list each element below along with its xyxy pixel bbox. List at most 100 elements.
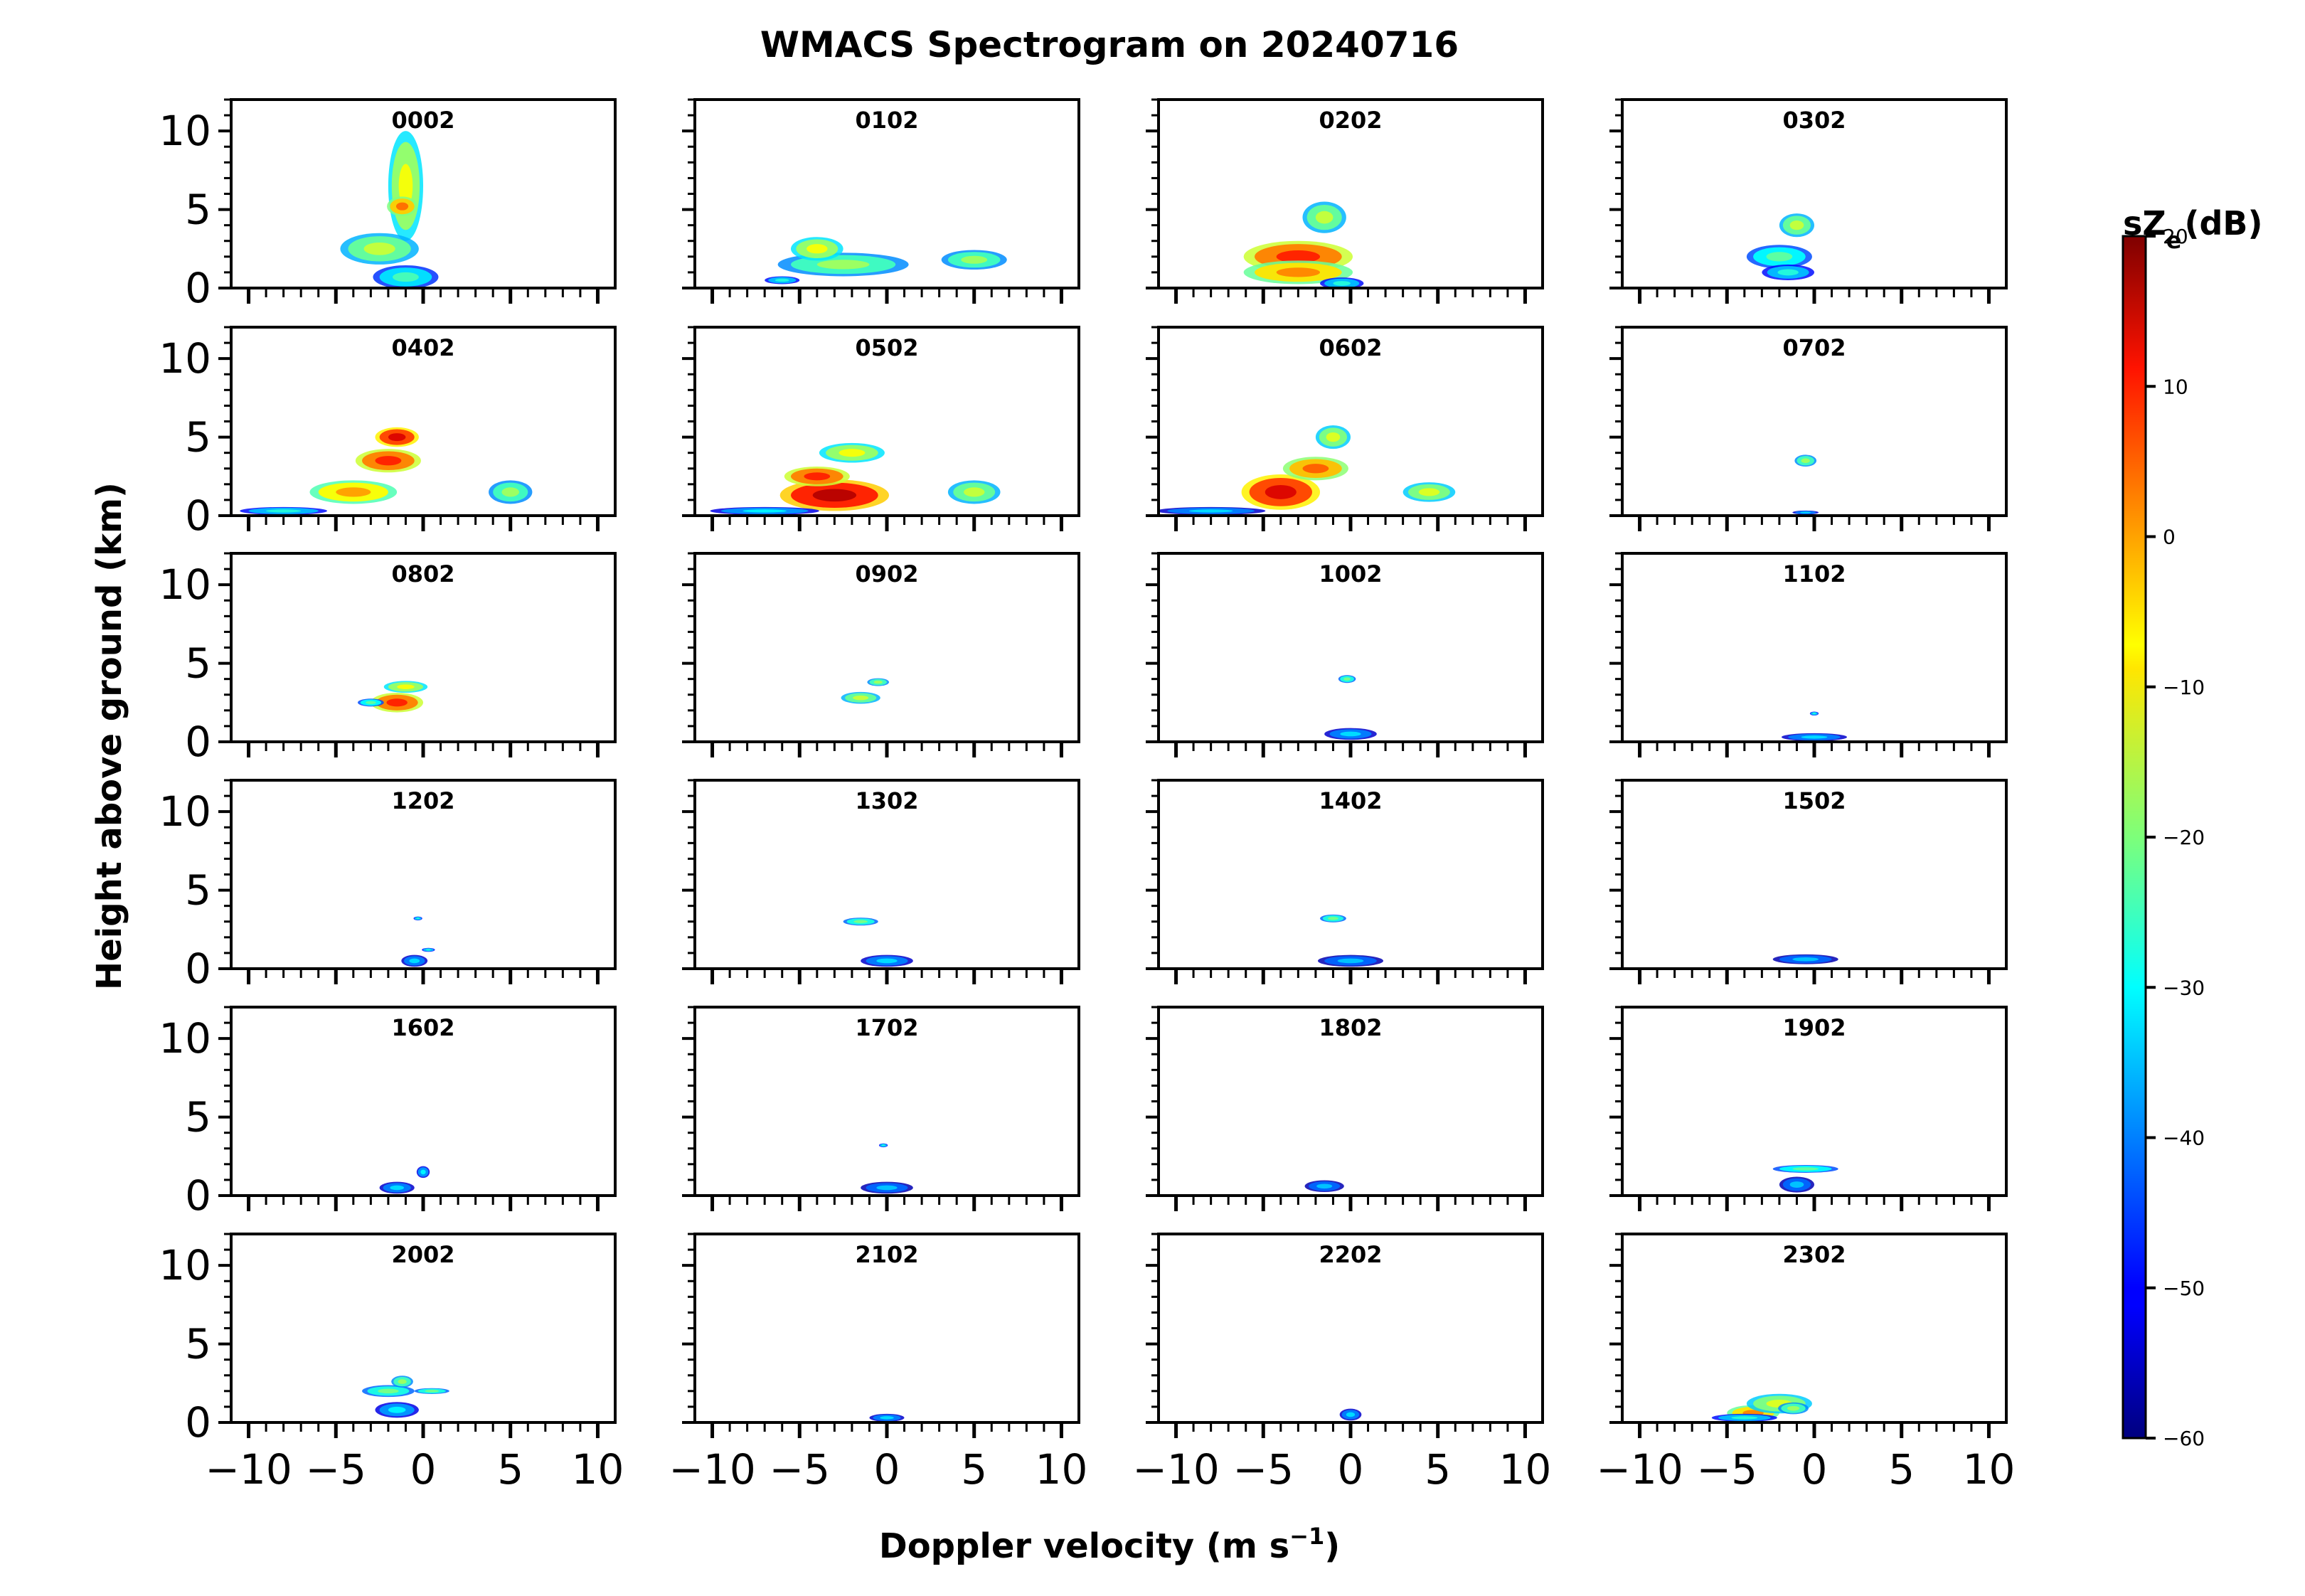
- echo-blob-core: [1801, 458, 1810, 464]
- panel-echo-data: [357, 681, 428, 713]
- panel-1402: 1402: [1146, 779, 1544, 984]
- panel-time-label: 1302: [855, 787, 918, 814]
- echo-blob-core: [1731, 1416, 1758, 1420]
- panel-echo-data: [1159, 425, 1456, 515]
- panel-2102: 2102 −10 −5 0 5 10: [669, 1233, 1087, 1494]
- echo-blob-core: [1333, 281, 1351, 286]
- panel-1602: 1602 0 5 10: [159, 1006, 617, 1220]
- echo-blob-core: [1340, 731, 1361, 737]
- y-tick-label: 5: [185, 413, 211, 462]
- echo-blob-core: [964, 487, 985, 497]
- y-tick-label: 0: [185, 491, 211, 540]
- panel-time-label: 2202: [1319, 1241, 1382, 1268]
- echo-blob-core: [395, 202, 409, 211]
- echo-blob-core: [807, 244, 828, 254]
- x-tick-label: 10: [1499, 1445, 1552, 1494]
- x-tick-label: 0: [410, 1445, 437, 1494]
- y-tick-label: 5: [185, 1320, 211, 1368]
- panel-time-label: 1702: [855, 1014, 918, 1041]
- echo-blob-core: [397, 684, 415, 690]
- panel-echo-data: [401, 916, 435, 967]
- colorbar-tick-label: −20: [2163, 826, 2205, 849]
- panel-echo-data: [1339, 1408, 1362, 1421]
- panel-time-label: 1902: [1782, 1014, 1846, 1041]
- colorbar-tick-label: −10: [2163, 676, 2205, 699]
- panel-1702: 1702: [682, 1006, 1080, 1211]
- panel-echo-data: [1243, 201, 1364, 288]
- panel-2202: 2202 −10 −5 0 5 10: [1132, 1233, 1552, 1494]
- y-tick-label: 10: [159, 107, 211, 155]
- echo-blob-core: [1343, 677, 1351, 681]
- x-tick-label: 0: [1801, 1445, 1828, 1494]
- panel-echo-data: [1792, 454, 1819, 515]
- echo-blob-core: [1418, 488, 1440, 496]
- x-tick-label: −5: [770, 1445, 831, 1494]
- panel-1502: 1502: [1609, 779, 2008, 984]
- echo-blob-core: [1787, 1405, 1800, 1411]
- panel-time-label: 1102: [1782, 560, 1846, 587]
- x-tick-label: −5: [1233, 1445, 1294, 1494]
- colorbar-tick-label: 0: [2163, 526, 2176, 549]
- panel-time-label: 1202: [391, 787, 454, 814]
- panel-0802: 0802 0 5 10: [159, 552, 617, 766]
- x-tick-label: 10: [1963, 1445, 2016, 1494]
- panel-echo-data: [869, 1413, 905, 1422]
- panel-time-label: 0202: [1319, 107, 1382, 134]
- echo-blob-core: [1801, 735, 1828, 739]
- echo-blob-core: [363, 242, 395, 255]
- y-tick-label: 5: [185, 186, 211, 234]
- echo-blob-core: [1766, 252, 1793, 262]
- colorbar-label-main: sZ: [2123, 204, 2166, 243]
- echo-blob-core: [1302, 464, 1329, 474]
- echo-blob-core: [812, 489, 857, 502]
- panel-echo-data: [765, 237, 1007, 284]
- echo-blob-core: [876, 1185, 898, 1191]
- panel-time-label: 1502: [1782, 787, 1846, 814]
- echo-blob-core: [876, 958, 898, 964]
- echo-blob-core: [1789, 1181, 1804, 1188]
- panel-0002: 0002 0 5 10: [159, 98, 617, 312]
- panel-1002: 1002: [1146, 552, 1544, 757]
- x-tick-label: −5: [306, 1445, 367, 1494]
- x-axis-label: Doppler velocity (m s−1): [879, 1523, 1340, 1566]
- colorbar-tick-label: 10: [2163, 375, 2188, 398]
- x-tick-label: −10: [1132, 1445, 1219, 1494]
- panel-0602: 0602: [1146, 326, 1544, 531]
- panel-time-label: 2102: [855, 1241, 918, 1268]
- panel-1102: 1102: [1609, 552, 2008, 757]
- panel-time-label: 0502: [855, 334, 918, 361]
- echo-blob-core: [853, 920, 868, 923]
- y-tick-label: 5: [185, 1093, 211, 1142]
- x-tick-label: 5: [961, 1445, 987, 1494]
- panel-1302: 1302: [682, 779, 1080, 984]
- echo-blob-core: [1276, 267, 1321, 277]
- panel-0102: 0102: [682, 98, 1080, 304]
- panel-echo-data: [1772, 1164, 1838, 1193]
- echo-blob-core: [1328, 917, 1338, 920]
- x-tick-label: 10: [572, 1445, 624, 1494]
- panel-echo-data: [1746, 213, 1815, 280]
- echo-blob-core: [386, 698, 408, 707]
- y-tick-label: 10: [159, 1241, 211, 1289]
- panel-1802: 1802: [1146, 1006, 1544, 1211]
- x-tick-label: 5: [1888, 1445, 1915, 1494]
- y-tick-label: 0: [185, 264, 211, 312]
- colorbar-tick-label: 20: [2163, 225, 2188, 248]
- echo-blob-core: [804, 472, 831, 481]
- x-axis-label-end: ): [1324, 1526, 1340, 1566]
- echo-blob-core: [1315, 211, 1334, 224]
- panel-echo-data: [843, 917, 913, 967]
- colorbar-label-sub: e: [2166, 227, 2182, 254]
- panel-echo-data: [710, 442, 1001, 515]
- echo-blob-core: [1789, 220, 1804, 230]
- colorbar-tick-label: −50: [2163, 1277, 2205, 1300]
- echo-blob-core: [425, 1390, 440, 1393]
- panel-0902: 0902: [682, 552, 1080, 757]
- panel-0702: 0702: [1609, 326, 2008, 531]
- panel-grid: 0002 0 5 10 0102 0202 0302 0402 0 5 10 0502 0602 0702…: [159, 98, 2016, 1494]
- x-axis-label-sup: −1: [1289, 1523, 1324, 1550]
- panel-time-label: 0002: [391, 107, 454, 134]
- panel-time-label: 0702: [1782, 334, 1846, 361]
- echo-blob-core: [416, 917, 420, 920]
- panel-echo-data: [1304, 1180, 1344, 1193]
